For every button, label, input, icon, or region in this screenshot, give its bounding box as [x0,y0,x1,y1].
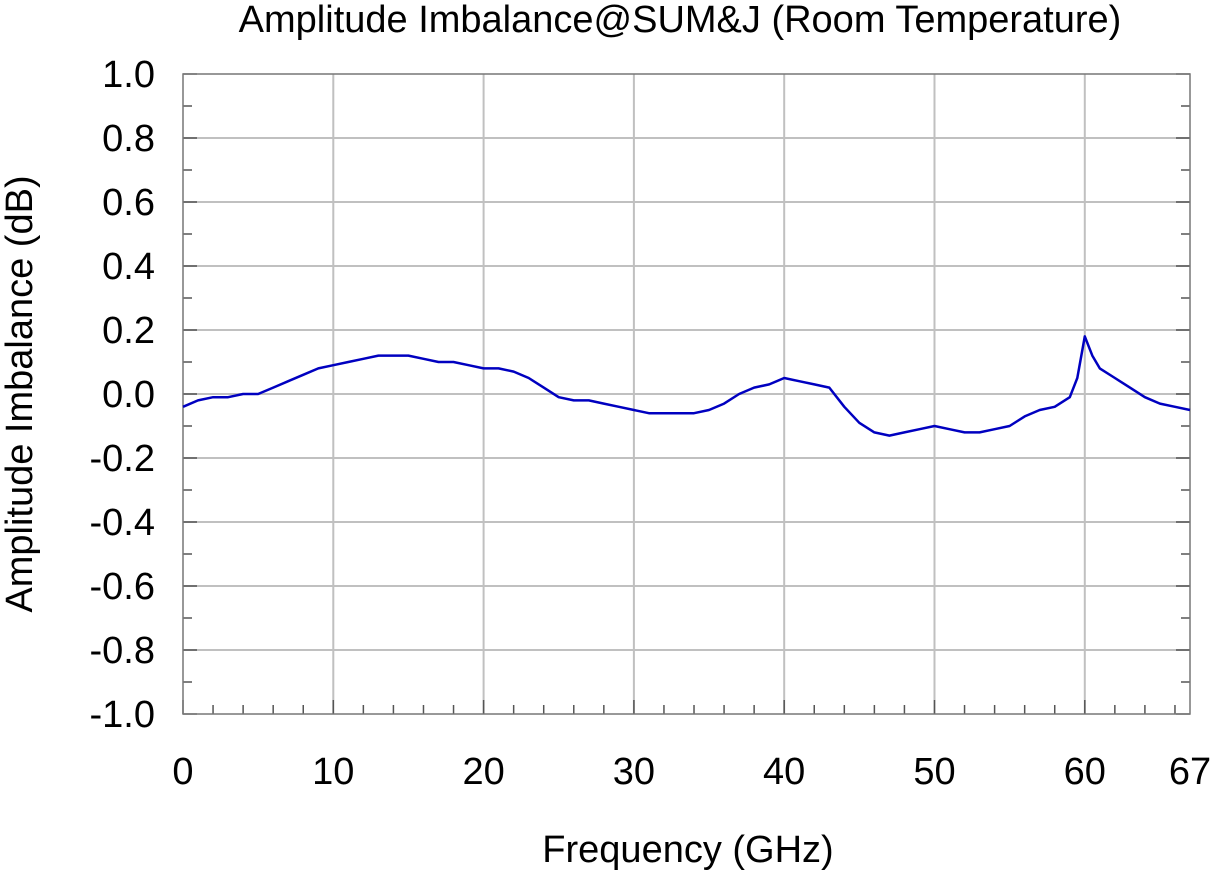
y-tick-label: 0.2 [102,310,155,352]
chart-title: Amplitude Imbalance@SUM&J (Room Temperat… [239,0,1122,41]
y-tick-label: -1.0 [90,694,155,736]
x-axis-label: Frequency (GHz) [542,829,833,871]
y-tick-label: 0.6 [102,182,155,224]
x-tick-label: 10 [312,751,354,793]
x-tick-labels: 0 10 20 30 40 50 60 67 [172,751,1211,793]
x-tick-label: 30 [613,751,655,793]
x-tick-label: 0 [172,751,193,793]
plot-frame [182,73,1191,715]
y-tick-label: 0.8 [102,118,155,160]
y-tick-label: 1.0 [102,54,155,96]
y-tick-labels: 1.0 0.8 0.6 0.4 0.2 0.0 -0.2 -0.4 -0.6 -0.8 -1.0 [90,54,155,736]
series-line [182,335,1191,437]
x-tick-label: 60 [1064,751,1106,793]
y-tick-label: 0.4 [102,246,155,288]
y-tick-label: -0.2 [90,438,155,480]
y-tick-label: -0.6 [90,566,155,608]
x-tick-label: 67 [1169,751,1211,793]
y-tick-label: 0.0 [102,374,155,416]
grid [183,74,1190,714]
y-axis-label: Amplitude Imbalance (dB) [0,175,41,612]
x-tick-label: 20 [462,751,504,793]
y-tick-label: -0.8 [90,630,155,672]
x-tick-label: 40 [763,751,805,793]
x-tick-label: 50 [913,751,955,793]
y-tick-label: -0.4 [90,502,155,544]
